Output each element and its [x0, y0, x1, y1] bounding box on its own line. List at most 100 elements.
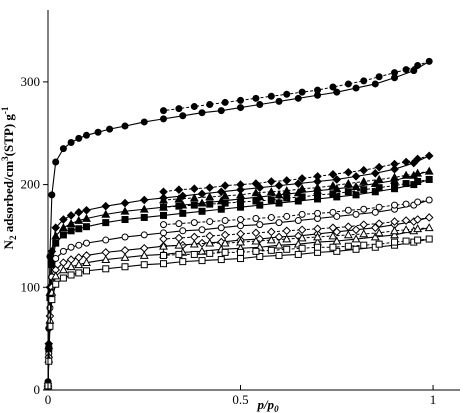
desorption-point — [343, 178, 353, 187]
desorption-point — [402, 237, 410, 245]
x-ticks: 0 0.5 1 — [45, 385, 436, 407]
desorption-point — [313, 232, 322, 241]
desorption-point — [205, 183, 215, 192]
adsorption-point — [83, 267, 91, 275]
y-axis-title-post-sup: -1 — [0, 106, 10, 114]
desorption-point — [189, 193, 199, 202]
desorption-point — [401, 170, 411, 179]
adsorption-point — [160, 260, 168, 268]
adsorption-point — [333, 247, 341, 255]
y-tick-label: 200 — [21, 177, 41, 192]
desorption-point — [190, 232, 199, 242]
desorption-point — [344, 167, 353, 177]
adsorption-point — [121, 233, 129, 241]
adsorption-point — [352, 84, 360, 92]
desorption-point — [328, 170, 338, 179]
desorption-point — [297, 174, 307, 183]
desorption-point — [414, 198, 422, 206]
adsorption-point — [121, 122, 129, 130]
desorption-point — [298, 244, 306, 252]
adsorption-point — [94, 128, 102, 136]
adsorption-point — [66, 262, 76, 271]
adsorption-point — [52, 255, 60, 263]
desorption-point — [237, 248, 245, 256]
series-layer — [43, 57, 434, 391]
adsorption-point — [424, 223, 434, 232]
desorption-point — [390, 217, 399, 226]
adsorption-point — [294, 217, 302, 225]
y-axis-title-mid: adsorbed/cm — [1, 161, 16, 236]
desorption-point — [343, 230, 353, 239]
desorption-point — [344, 206, 352, 214]
adsorption-point — [75, 134, 83, 142]
desorption-point — [267, 213, 275, 221]
adsorption-point — [256, 201, 264, 209]
adsorption-point — [371, 208, 379, 216]
adsorption-point — [82, 251, 91, 260]
adsorption-point — [425, 235, 433, 243]
adsorption-point — [370, 168, 380, 178]
adsorption-point — [74, 253, 84, 262]
adsorption-point — [45, 357, 53, 365]
adsorption-point — [102, 265, 110, 273]
adsorption-point — [274, 240, 284, 249]
desorption-point — [375, 184, 383, 192]
desorption-point — [190, 184, 199, 194]
desorption-point — [159, 241, 168, 250]
series-8 — [44, 235, 433, 390]
desorption-point — [190, 201, 198, 209]
adsorption-point — [121, 263, 129, 271]
desorption-point — [252, 94, 260, 102]
desorption-point — [252, 247, 260, 255]
adsorption-point — [101, 201, 111, 211]
adsorption-point — [52, 158, 60, 166]
adsorption-point — [371, 80, 379, 88]
desorption-point — [359, 176, 369, 185]
adsorption-point — [74, 215, 84, 224]
adsorption-point — [351, 225, 361, 235]
adsorption-point — [101, 254, 111, 263]
desorption-point — [328, 180, 338, 190]
adsorption-point — [121, 216, 129, 224]
desorption-point — [314, 86, 322, 94]
desorption-point — [359, 220, 369, 229]
desorption-point — [266, 187, 276, 196]
adsorption-point — [332, 175, 342, 184]
desorption-point — [282, 234, 292, 243]
adsorption-point — [294, 250, 302, 258]
desorption-point — [283, 245, 291, 253]
desorption-point — [220, 181, 230, 190]
adsorption-point — [351, 234, 361, 243]
desorption-point — [375, 203, 383, 211]
adsorption-point — [52, 239, 60, 247]
desorption-point — [391, 69, 399, 77]
adsorption-point — [256, 221, 264, 229]
desorption-point — [344, 80, 352, 88]
adsorption-point — [424, 166, 434, 175]
desorption-point — [401, 216, 411, 225]
desorption-point — [190, 103, 198, 111]
x-tick-label: 0.5 — [232, 392, 248, 407]
adsorption-point — [352, 245, 360, 253]
desorption-point — [221, 199, 229, 207]
adsorption-point — [59, 145, 67, 153]
desorption-point — [374, 228, 384, 237]
desorption-point — [414, 61, 422, 69]
adsorption-point — [352, 210, 360, 218]
adsorption-point — [275, 219, 283, 227]
desorption-point — [174, 233, 184, 243]
desorption-point — [329, 190, 337, 198]
y-axis-title-mid-sup: 3 — [0, 156, 10, 161]
desorption-point — [401, 157, 411, 167]
adsorption-point — [139, 204, 149, 213]
adsorption-line — [47, 60, 430, 382]
adsorption-point — [101, 209, 111, 218]
desorption-point — [237, 216, 245, 224]
series-4 — [44, 175, 433, 389]
adsorption-point — [409, 158, 419, 168]
desorption-point — [251, 188, 261, 197]
desorption-point — [413, 215, 422, 224]
desorption-point — [175, 202, 183, 210]
adsorption-point — [74, 208, 84, 217]
adsorption-point — [371, 188, 379, 196]
